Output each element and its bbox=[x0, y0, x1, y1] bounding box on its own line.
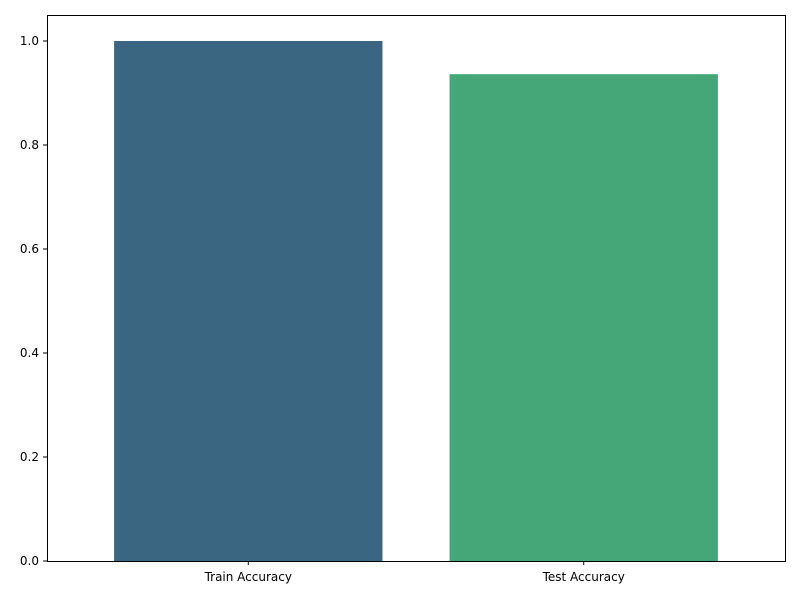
y-tick-label: 0.8 bbox=[20, 138, 39, 152]
x-tick-label: Train Accuracy bbox=[204, 570, 292, 584]
y-tick-label: 0.6 bbox=[20, 242, 39, 256]
bar-test-accuracy bbox=[449, 74, 718, 562]
x-tick-label: Test Accuracy bbox=[542, 570, 625, 584]
y-tick-label: 1.0 bbox=[20, 34, 39, 48]
y-tick-label: 0.4 bbox=[20, 346, 39, 360]
bars-layer bbox=[114, 41, 718, 562]
y-tick-label: 0.2 bbox=[20, 450, 39, 464]
plot-frame bbox=[47, 15, 786, 562]
y-tick-label: 0.0 bbox=[20, 554, 39, 568]
x-axis: Train Accuracy Test Accuracy bbox=[204, 561, 625, 584]
y-axis: 0.0 0.2 0.4 0.6 0.8 1.0 bbox=[20, 34, 47, 568]
bar-train-accuracy bbox=[114, 41, 383, 561]
